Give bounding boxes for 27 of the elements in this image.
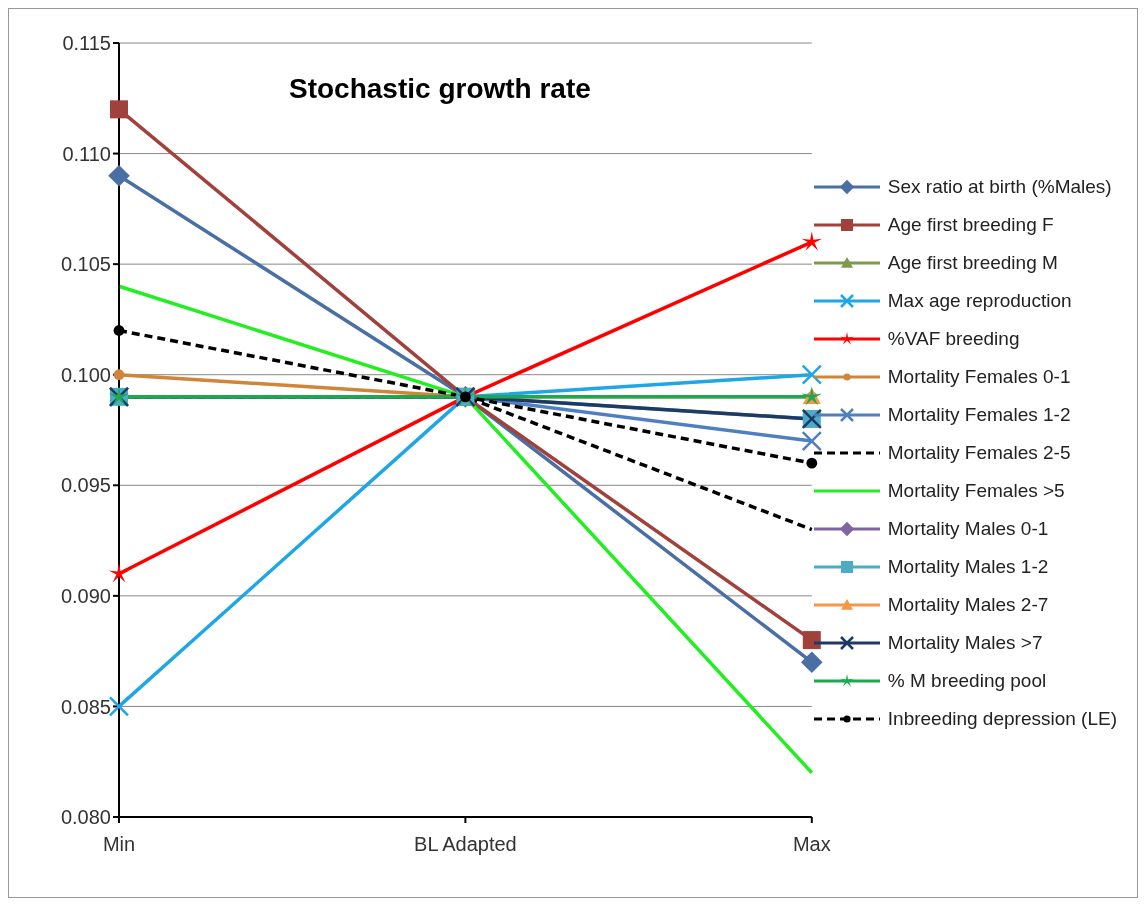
legend-label: Mortality Females 2-5 bbox=[887, 442, 1071, 464]
legend-label: Inbreeding depression (LE) bbox=[887, 708, 1117, 730]
legend-label: %VAF breeding bbox=[887, 328, 1020, 350]
legend-label: Mortality Males 0-1 bbox=[887, 518, 1049, 540]
text: Stochastic growth rate bbox=[289, 73, 591, 105]
legend-label: Max age reproduction bbox=[887, 290, 1072, 312]
legend-label: Mortality Females 0-1 bbox=[887, 366, 1071, 388]
y-tick-label: 0.095 bbox=[60, 474, 111, 497]
y-tick-label: 0.090 bbox=[60, 584, 111, 607]
x-tick-label: BL Adapted bbox=[414, 833, 517, 856]
y-tick-label: 0.100 bbox=[60, 363, 111, 386]
legend-label: % M breeding pool bbox=[887, 670, 1047, 692]
legend-label: Age first breeding F bbox=[887, 214, 1054, 236]
x-tick-label: Max bbox=[792, 833, 831, 856]
legend-label: Mortality Males >7 bbox=[887, 632, 1043, 654]
y-tick-label: 0.110 bbox=[62, 142, 111, 165]
legend-label: Mortality Females 1-2 bbox=[887, 404, 1071, 426]
y-tick-label: 0.085 bbox=[60, 695, 111, 718]
legend-label: Sex ratio at birth (%Males) bbox=[887, 176, 1112, 198]
y-tick-label: 0.115 bbox=[62, 32, 111, 55]
legend-label: Mortality Males 2-7 bbox=[887, 594, 1049, 616]
x-tick-label: Min bbox=[102, 833, 136, 856]
legend-label: Mortality Males 1-2 bbox=[887, 556, 1049, 578]
legend-label: Mortality Females >5 bbox=[887, 480, 1065, 502]
y-tick-label: 0.105 bbox=[60, 253, 111, 276]
y-tick-label: 0.080 bbox=[60, 806, 111, 829]
legend-label: Age first breeding M bbox=[887, 252, 1058, 274]
